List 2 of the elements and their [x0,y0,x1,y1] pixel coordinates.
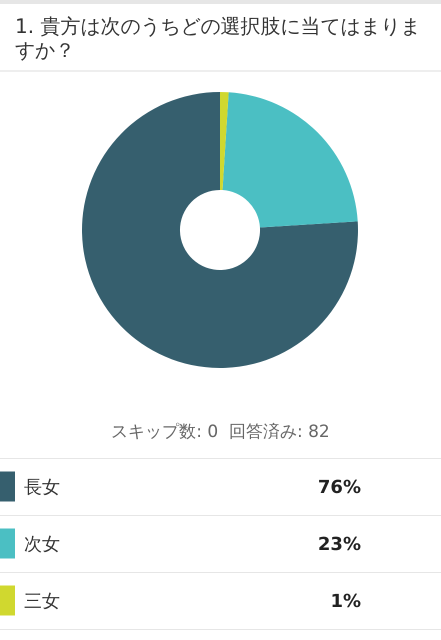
chart-title: 1. 貴方は次のうちどの選択肢に当てはまりますか？ [15,14,422,62]
annotation: スキップ数: 0 回答済み: 82 [110,421,331,443]
